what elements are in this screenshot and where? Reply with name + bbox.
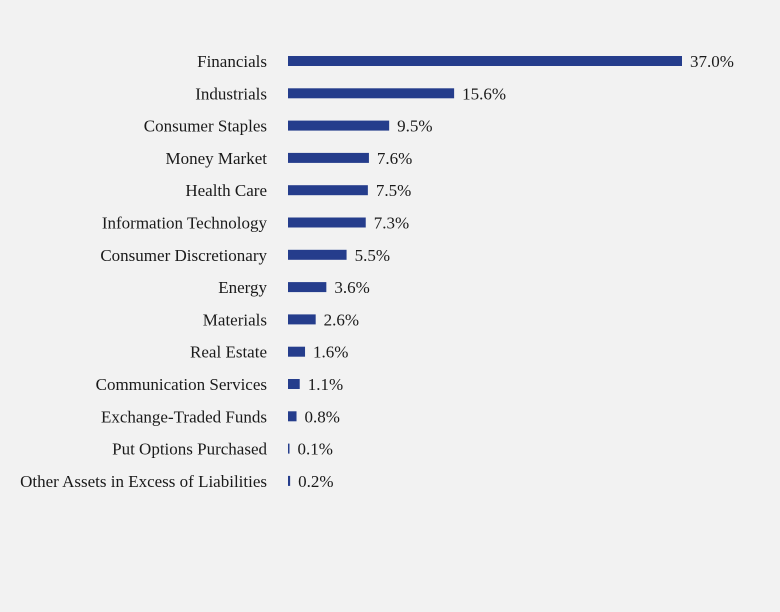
category-label: Financials bbox=[197, 52, 267, 71]
value-label: 9.5% bbox=[397, 117, 432, 136]
bar bbox=[288, 443, 290, 454]
value-label: 7.6% bbox=[377, 149, 412, 168]
category-label: Health Care bbox=[185, 181, 267, 200]
category-label: Consumer Discretionary bbox=[100, 246, 267, 265]
value-label: 0.2% bbox=[298, 472, 333, 491]
category-label: Put Options Purchased bbox=[112, 440, 267, 459]
category-label: Materials bbox=[203, 310, 267, 329]
category-label: Exchange-Traded Funds bbox=[101, 407, 267, 426]
category-label: Communication Services bbox=[96, 375, 267, 394]
category-label: Energy bbox=[218, 278, 267, 297]
bar bbox=[288, 88, 455, 99]
value-label: 0.8% bbox=[305, 407, 340, 426]
bar bbox=[288, 249, 347, 260]
value-label: 7.3% bbox=[374, 214, 409, 233]
value-labels: 37.0% 15.6% 9.5% 7.6% 7.5% 7.3% 5.5% 3.6% 2.6% 1.… bbox=[298, 52, 734, 491]
bar bbox=[288, 282, 327, 293]
category-label: Real Estate bbox=[190, 343, 267, 362]
value-label: 15.6% bbox=[462, 84, 506, 103]
bar bbox=[288, 120, 390, 131]
value-label: 2.6% bbox=[324, 310, 359, 329]
bar bbox=[288, 314, 316, 325]
bar bbox=[288, 185, 368, 196]
value-label: 7.5% bbox=[376, 181, 411, 200]
category-labels: Financials Industrials Consumer Staples Mon… bbox=[20, 52, 267, 491]
value-label: 1.1% bbox=[308, 375, 343, 394]
value-label: 37.0% bbox=[690, 52, 734, 71]
bar bbox=[288, 411, 297, 422]
bar bbox=[288, 475, 291, 486]
bar bbox=[288, 379, 300, 389]
value-label: 5.5% bbox=[355, 246, 390, 265]
bar bbox=[288, 346, 306, 357]
bar bbox=[288, 152, 369, 163]
value-label: 1.6% bbox=[313, 343, 348, 362]
category-label: Industrials bbox=[195, 84, 267, 103]
category-label: Other Assets in Excess of Liabilities bbox=[20, 472, 267, 491]
bar bbox=[288, 217, 366, 228]
bar bbox=[288, 56, 682, 66]
category-label: Information Technology bbox=[102, 214, 268, 233]
bars bbox=[288, 56, 682, 486]
category-label: Money Market bbox=[165, 149, 267, 168]
value-label: 0.1% bbox=[298, 440, 333, 459]
value-label: 3.6% bbox=[334, 278, 369, 297]
category-label: Consumer Staples bbox=[144, 117, 267, 136]
